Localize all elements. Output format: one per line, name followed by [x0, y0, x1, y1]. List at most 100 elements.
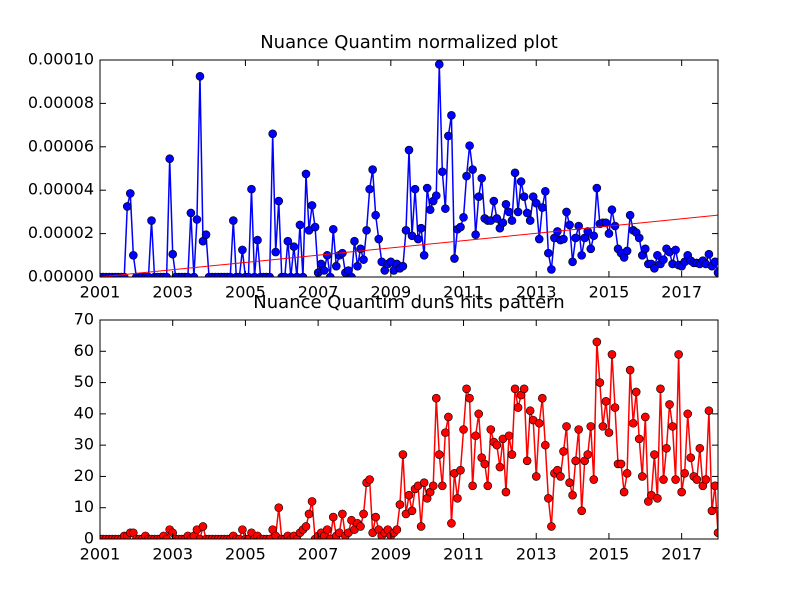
data-point — [565, 478, 574, 487]
data-point — [574, 425, 583, 434]
data-point — [659, 255, 668, 264]
data-point — [659, 475, 668, 484]
y-tick-label: 0 — [84, 529, 94, 548]
data-point — [247, 184, 256, 194]
data-point — [522, 456, 532, 466]
data-point — [568, 490, 577, 500]
y-tick-label: 20 — [74, 466, 94, 485]
data-point — [589, 231, 599, 241]
data-point — [295, 220, 305, 230]
data-point — [531, 198, 541, 208]
x-tick-label: 2009 — [370, 283, 411, 302]
data-point — [586, 422, 596, 431]
data-point — [401, 226, 411, 235]
axes-frame — [99, 59, 719, 278]
data-point — [350, 236, 359, 246]
data-point — [547, 265, 556, 274]
data-point — [365, 475, 374, 484]
data-point — [592, 337, 602, 347]
data-point — [504, 207, 514, 217]
data-point — [322, 525, 332, 534]
data-point — [498, 218, 508, 228]
data-point — [544, 494, 553, 503]
data-point — [492, 214, 502, 223]
data-point — [577, 251, 586, 260]
data-point — [640, 412, 650, 422]
data-point — [450, 254, 459, 263]
x-tick-label: 2013 — [516, 545, 557, 564]
y-tick-label: 0.00008 — [28, 93, 94, 112]
data-point — [601, 397, 611, 406]
data-point — [631, 387, 641, 397]
data-point — [425, 205, 435, 215]
data-point — [589, 475, 599, 484]
data-point — [656, 384, 665, 394]
data-point — [592, 183, 602, 193]
data-point — [468, 165, 477, 174]
data-point — [447, 519, 456, 528]
data-point — [513, 403, 523, 412]
data-point — [674, 350, 683, 359]
x-tick-label: 2017 — [661, 283, 702, 302]
data-point — [519, 384, 529, 394]
y-tick-label: 0.00010 — [28, 50, 94, 69]
data-point — [501, 200, 511, 209]
data-point — [525, 216, 535, 225]
data-point — [374, 234, 384, 244]
data-point — [301, 169, 311, 179]
data-point — [441, 428, 450, 437]
data-point — [525, 406, 535, 416]
data-point — [125, 189, 135, 198]
data-point — [438, 167, 447, 177]
data-point — [513, 207, 523, 217]
data-point — [271, 247, 280, 257]
y-tick-label: 50 — [74, 372, 94, 391]
data-point — [162, 272, 171, 277]
data-point — [501, 487, 511, 497]
data-point — [686, 453, 696, 462]
data-point — [147, 216, 156, 225]
data-point — [304, 509, 314, 519]
data-point — [404, 490, 414, 500]
data-point — [574, 221, 583, 231]
y-tick-label: 0.00000 — [28, 267, 94, 286]
data-point — [474, 192, 483, 202]
data-point — [640, 244, 650, 254]
data-point — [428, 481, 438, 491]
data-point — [598, 422, 608, 431]
data-point — [359, 255, 368, 264]
data-point — [610, 403, 620, 412]
data-point — [492, 440, 502, 450]
data-point — [301, 522, 311, 531]
data-point — [265, 272, 274, 277]
data-point — [510, 168, 520, 178]
data-point — [404, 145, 414, 155]
data-point — [562, 422, 571, 431]
data-point — [504, 431, 514, 441]
data-point — [441, 204, 450, 213]
chart-title: Nuance Quantim duns hits pattern — [253, 292, 564, 313]
data-point — [710, 481, 718, 491]
x-tick-label: 2003 — [152, 545, 193, 564]
data-point — [359, 509, 368, 519]
data-point — [625, 365, 635, 375]
data-point — [583, 227, 593, 236]
x-tick-label: 2001 — [80, 545, 121, 564]
y-tick-label: 60 — [74, 341, 94, 360]
data-point — [653, 494, 662, 503]
x-tick-label: 2007 — [298, 283, 339, 302]
x-tick-label: 2011 — [443, 283, 484, 302]
data-point — [534, 418, 544, 428]
chart-title: Nuance Quantim normalized plot — [260, 32, 558, 53]
data-point — [201, 230, 211, 239]
data-point — [434, 60, 444, 69]
data-point — [562, 207, 571, 217]
data-point — [438, 481, 447, 491]
data-point — [707, 506, 717, 516]
data-point — [413, 234, 423, 244]
data-point — [510, 384, 520, 394]
data-point — [474, 409, 483, 419]
data-point — [198, 522, 208, 531]
data-point — [419, 478, 429, 487]
